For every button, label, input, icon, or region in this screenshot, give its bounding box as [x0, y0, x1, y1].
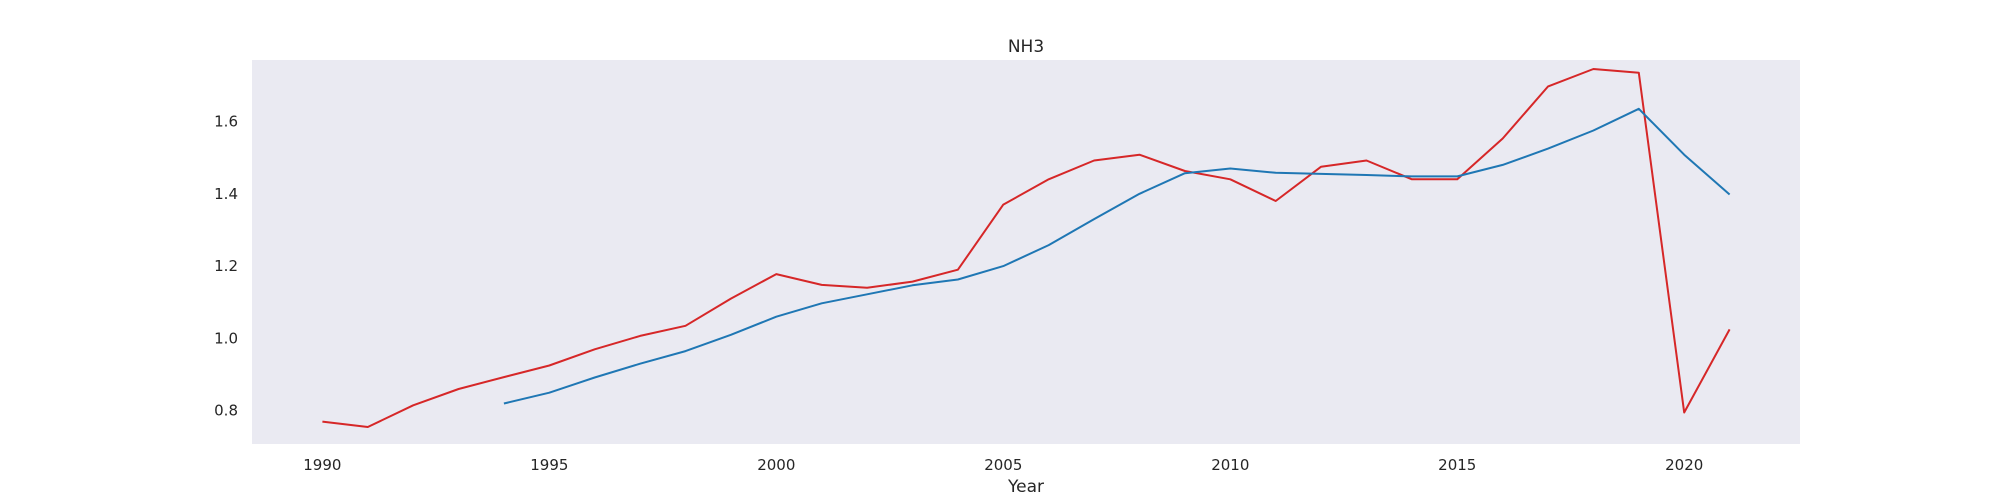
y-tick-label: 1.2 — [214, 257, 238, 275]
plot-area-background — [252, 60, 1800, 444]
y-axis-ticks: 0.8 1.0 1.2 1.4 1.6 — [214, 112, 238, 419]
y-tick-label: 1.0 — [214, 329, 238, 347]
y-tick-label: 1.4 — [214, 185, 238, 203]
series-line-2 — [503, 107, 1731, 405]
y-tick-label: 1.6 — [214, 112, 238, 130]
x-tick-label: 1995 — [530, 456, 568, 474]
series-lines — [322, 68, 1731, 428]
x-axis-title: Year — [1007, 477, 1044, 497]
x-tick-label: 2000 — [757, 456, 795, 474]
x-tick-label: 2015 — [1438, 456, 1476, 474]
x-tick-label: 1990 — [303, 456, 341, 474]
x-axis-ticks: 1990 1995 2000 2005 2010 2015 2020 — [303, 456, 1703, 474]
x-tick-label: 2020 — [1665, 456, 1703, 474]
y-tick-label: 0.8 — [214, 402, 238, 420]
x-tick-label: 2010 — [1211, 456, 1249, 474]
chart-title: NH3 — [1008, 37, 1044, 57]
x-tick-label: 2005 — [984, 456, 1022, 474]
series-line-1 — [322, 68, 1731, 428]
